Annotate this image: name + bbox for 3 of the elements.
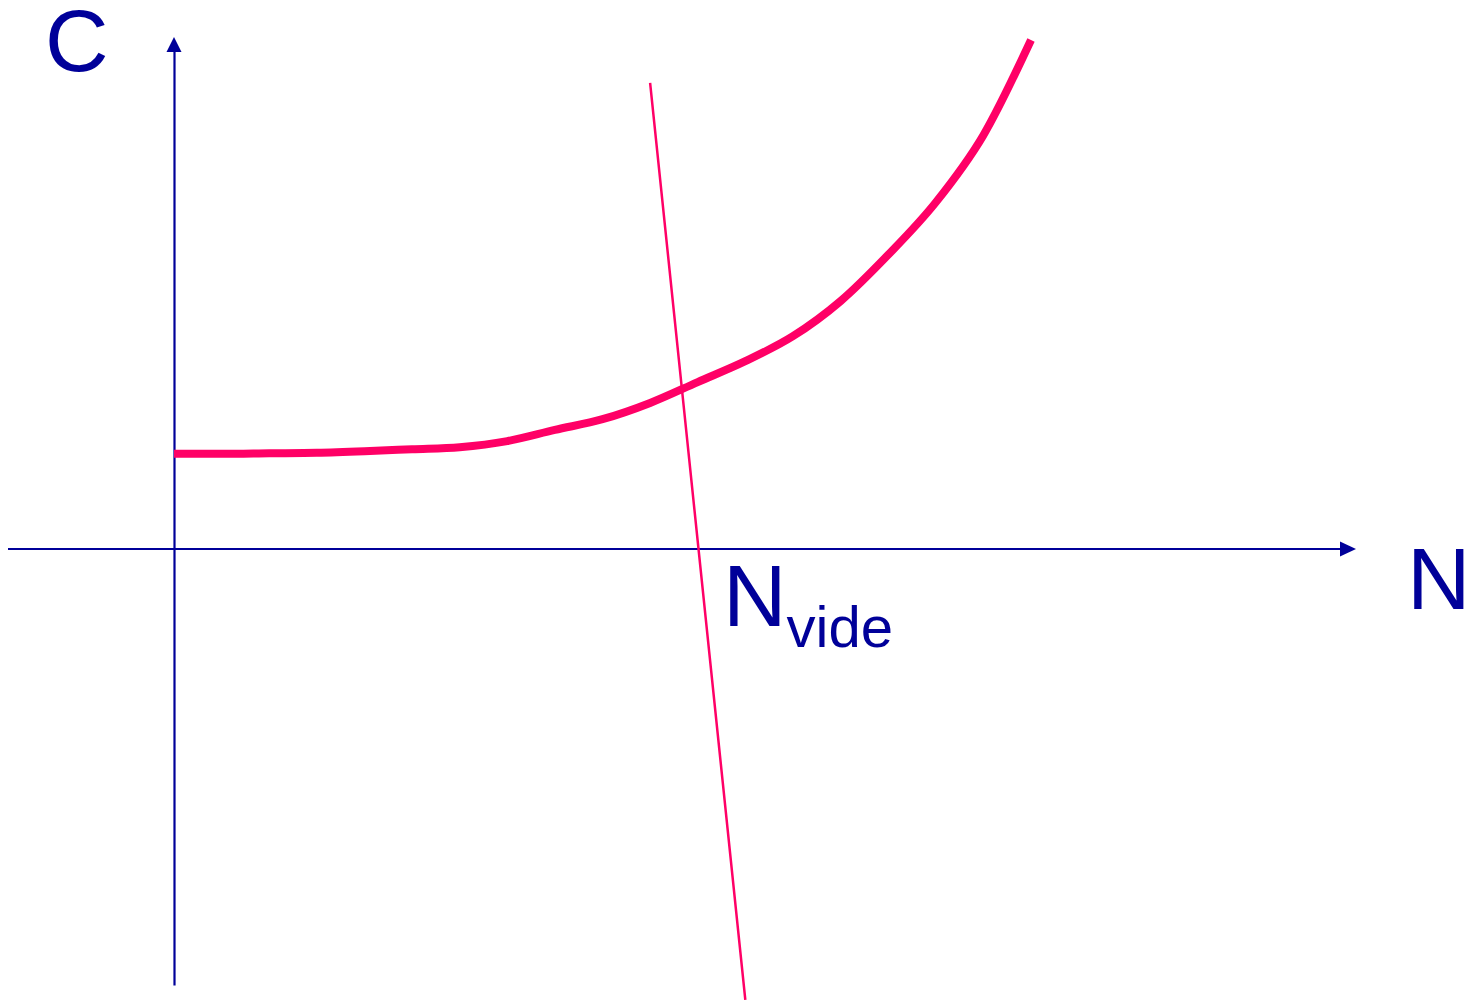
x-axis-title: N [1407, 529, 1465, 628]
annotation: N$_{vide}$ [723, 546, 894, 660]
y-axis-title: C [45, 0, 109, 90]
